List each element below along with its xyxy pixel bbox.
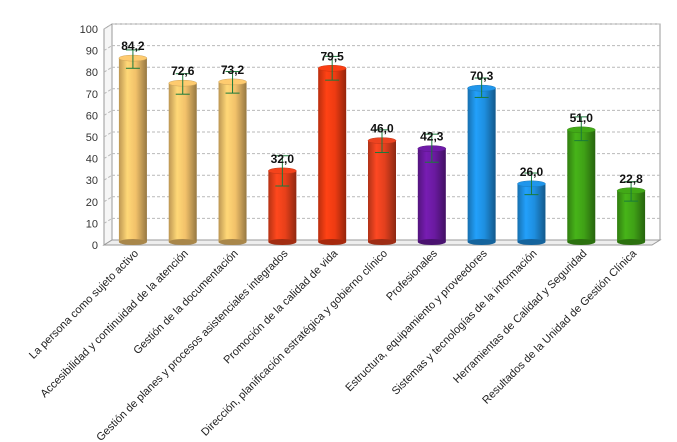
y-tick-label: 10 xyxy=(86,218,98,230)
bar-base xyxy=(318,239,347,245)
data-label: 32,0 xyxy=(271,152,295,166)
bar-base xyxy=(567,239,596,245)
gridline-side xyxy=(103,196,113,203)
gridline-side xyxy=(103,45,113,52)
error-bar xyxy=(624,181,639,202)
y-tick-label: 20 xyxy=(86,197,98,209)
bar xyxy=(168,79,197,245)
plot-side-wall xyxy=(103,23,113,246)
bar xyxy=(317,65,347,245)
y-tick-label: 30 xyxy=(86,175,98,187)
bar-base xyxy=(368,239,396,245)
gridline-side xyxy=(103,66,113,73)
x-tick-label: Gestión de planes y procesos asistencial… xyxy=(94,247,290,442)
x-tick-label: Gestión de la documentación xyxy=(131,248,240,357)
data-label: 70,3 xyxy=(470,69,494,83)
data-label: 22,8 xyxy=(619,172,643,186)
bar-body xyxy=(567,129,596,242)
error-bar xyxy=(574,116,589,142)
bar-base xyxy=(417,239,446,245)
bar-base xyxy=(218,239,247,245)
bar-body xyxy=(417,148,446,242)
gridline-side xyxy=(103,131,113,138)
error-bar xyxy=(424,133,439,163)
data-label: 72,6 xyxy=(171,64,195,78)
bar xyxy=(567,126,596,245)
data-label: 84,2 xyxy=(121,39,145,53)
bar xyxy=(367,137,397,245)
y-tick-label: 90 xyxy=(86,46,98,58)
gridline-side xyxy=(103,109,113,116)
bar-base xyxy=(118,239,147,245)
error-bar xyxy=(375,129,389,154)
error-bar xyxy=(524,172,539,196)
error-bar xyxy=(325,55,340,81)
y-tick-label: 100 xyxy=(80,24,98,36)
x-tick-label: La persona como sujeto activo xyxy=(27,248,141,362)
bar-base xyxy=(168,239,197,245)
bar-body xyxy=(467,88,496,242)
bar xyxy=(118,54,148,245)
data-label: 26,0 xyxy=(520,165,544,179)
data-label: 79,5 xyxy=(321,49,345,63)
bar-body xyxy=(118,58,147,243)
gridline-side xyxy=(103,153,113,160)
error-bar xyxy=(474,77,489,98)
bar-body xyxy=(218,81,247,242)
bar xyxy=(218,78,247,245)
bar-base xyxy=(617,239,646,245)
y-tick-label: 70 xyxy=(86,89,98,101)
y-tick-label: 0 xyxy=(92,240,98,252)
bar-base xyxy=(517,239,546,245)
error-bar xyxy=(175,73,190,95)
x-tick-label: Profesionales xyxy=(384,247,440,303)
gridline-side xyxy=(103,174,113,181)
bar-body xyxy=(168,83,197,243)
data-label: 46,0 xyxy=(370,122,394,136)
data-label: 51,0 xyxy=(570,111,594,125)
bar xyxy=(467,84,496,245)
error-bar xyxy=(125,49,140,69)
bar xyxy=(417,145,447,245)
bar xyxy=(517,180,546,245)
bar-base xyxy=(467,239,496,245)
y-tick-label: 40 xyxy=(86,154,98,166)
gridline-side xyxy=(103,88,113,95)
y-tick-label: 80 xyxy=(86,67,98,79)
x-tick-label: Dirección, planificación estratégica y g… xyxy=(199,248,390,439)
data-label: 73,2 xyxy=(221,63,245,77)
bar-body xyxy=(318,68,347,242)
data-label: 42,3 xyxy=(420,130,444,144)
bar-base xyxy=(268,239,297,245)
gridline-side xyxy=(103,217,113,224)
error-bar xyxy=(275,155,290,187)
bar-body xyxy=(368,140,396,242)
y-tick-label: 50 xyxy=(86,132,98,144)
y-tick-label: 60 xyxy=(86,110,98,122)
error-bar xyxy=(225,71,240,94)
gridline-side xyxy=(103,23,113,30)
